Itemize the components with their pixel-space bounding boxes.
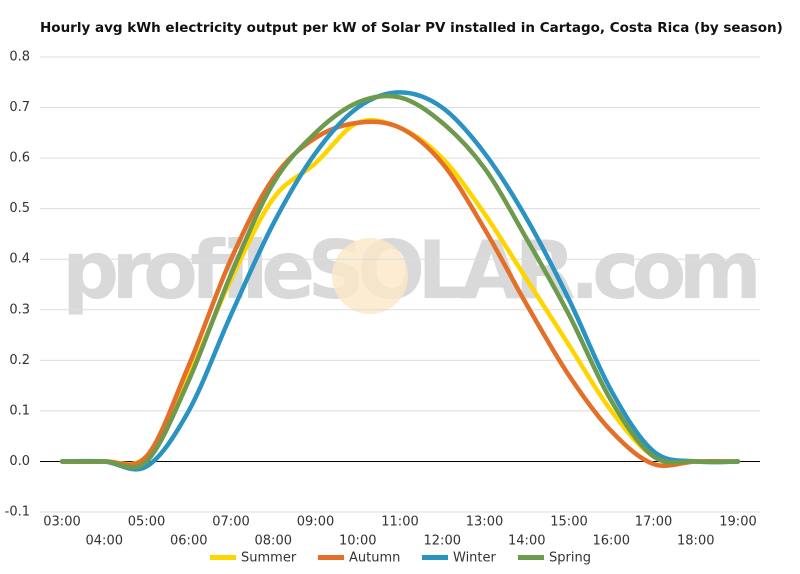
series-line <box>59 93 741 470</box>
legend-label: Summer <box>241 551 297 566</box>
x-tick-label: 18:00 <box>677 534 714 549</box>
legend-swatch <box>210 555 236 560</box>
legend-label: Spring <box>549 551 591 566</box>
x-tick-label: 05:00 <box>128 515 165 530</box>
chart-title: Hourly avg kWh electricity output per kW… <box>40 20 783 36</box>
x-tick-label: 09:00 <box>297 515 334 530</box>
y-tick-label: 0.3 <box>9 302 30 317</box>
legend-swatch <box>318 555 344 560</box>
x-tick-label: 11:00 <box>381 515 418 530</box>
y-tick-label: 0.7 <box>9 100 30 115</box>
y-tick-label: 0.4 <box>9 252 30 267</box>
x-tick-label: 13:00 <box>466 515 503 530</box>
x-tick-label: 03:00 <box>43 515 80 530</box>
y-tick-label: 0.2 <box>9 353 30 368</box>
x-tick-label: 06:00 <box>170 534 207 549</box>
y-tick-label: 0.5 <box>9 201 30 216</box>
x-tick-label: 10:00 <box>339 534 376 549</box>
series-line <box>59 90 741 472</box>
x-tick-label: 12:00 <box>424 534 461 549</box>
x-tick-label: 15:00 <box>550 515 587 530</box>
x-tick-label: 19:00 <box>719 515 756 530</box>
y-tick-label: 0.8 <box>9 50 30 65</box>
series-line <box>59 119 741 469</box>
legend-swatch <box>422 555 448 560</box>
x-tick-label: 07:00 <box>212 515 249 530</box>
x-tick-label: 14:00 <box>508 534 545 549</box>
y-tick-label: -0.1 <box>5 505 30 520</box>
legend-swatch <box>518 555 544 560</box>
y-tick-label: 0.6 <box>9 151 30 166</box>
legend-label: Autumn <box>349 551 400 566</box>
y-tick-label: 0.0 <box>9 454 30 469</box>
watermark-sun <box>332 238 408 314</box>
x-tick-label: 08:00 <box>255 534 292 549</box>
x-tick-label: 16:00 <box>593 534 630 549</box>
y-tick-label: 0.1 <box>9 403 30 418</box>
watermark: profileSOLAR.com <box>62 224 762 317</box>
x-tick-label: 17:00 <box>635 515 672 530</box>
legend-label: Winter <box>453 551 497 566</box>
x-tick-label: 04:00 <box>86 534 123 549</box>
